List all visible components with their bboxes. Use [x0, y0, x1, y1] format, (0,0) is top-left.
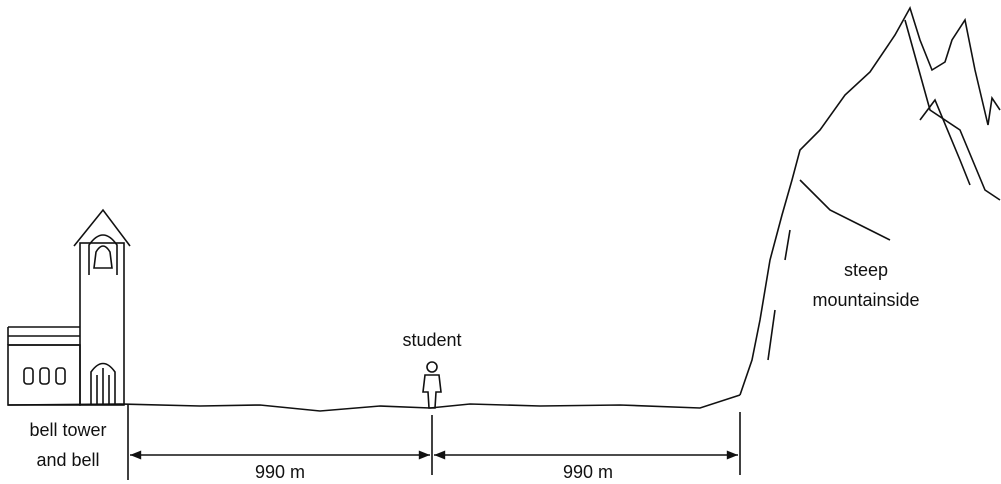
label: mountainside [812, 290, 919, 310]
label: and bell [36, 450, 99, 470]
mountain [740, 8, 1000, 395]
student-figure [423, 362, 441, 408]
diagram: bell tower and bell student steep mounta… [0, 0, 1001, 484]
label: steep [844, 260, 888, 280]
label: bell tower [29, 420, 106, 440]
label: student [402, 330, 461, 350]
church-building [8, 327, 80, 405]
distance-label: 990 m [255, 462, 305, 482]
bell-tower [74, 210, 130, 405]
distance-label: 990 m [563, 462, 613, 482]
ground [8, 395, 740, 411]
dimension-lines [128, 405, 740, 480]
